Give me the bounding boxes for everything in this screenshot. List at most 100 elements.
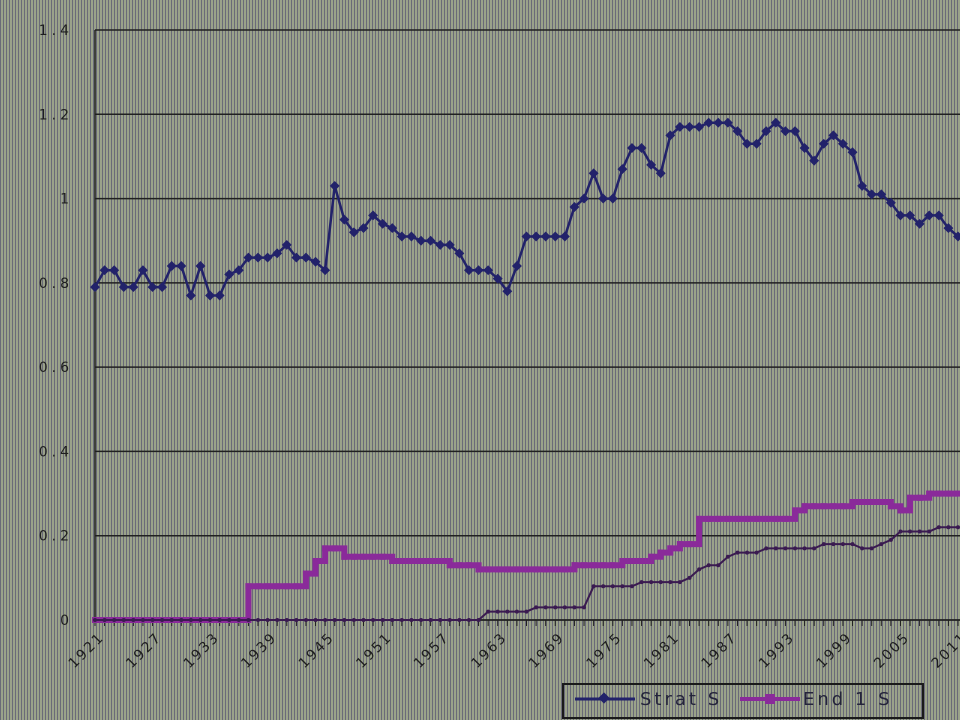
series-1-point-80 [859,499,866,505]
series-1-point-35 [427,558,434,564]
series-1-point-81 [868,499,875,505]
series-1-point-86 [916,494,923,501]
series-1-point-16 [245,583,252,590]
series-0-point-20 [281,239,292,250]
series-1-point-67 [734,515,741,522]
series-1-point-53 [600,562,607,569]
series-0-point-30 [377,218,388,229]
series-2-point-34 [419,618,424,622]
series-2-point-11 [198,618,203,622]
series-0-point-38 [454,248,465,259]
series-2-point-53 [601,584,606,589]
series-1-point-30 [379,553,386,560]
series-1-point-48 [552,566,559,573]
series-0-point-66 [722,117,733,128]
series-1-point-77 [830,503,837,510]
series-1-point-83 [887,503,894,510]
series-1-point-43 [504,566,511,573]
series-2-point-83 [888,537,893,542]
series-2-point-63 [697,567,702,572]
series-0-point-51 [579,193,589,204]
series-2-point-29 [371,618,376,622]
series-0-point-33 [406,231,417,242]
series-0-point-19 [272,248,283,259]
series-0-point-9 [176,261,187,271]
series-2-point-37 [447,618,452,622]
series-0-point-25 [329,180,340,191]
series-2-point-72 [783,546,788,551]
legend-marker-strat [598,692,610,704]
series-0-point-65 [713,117,724,128]
legend-label-strat: Strat S [640,689,722,710]
series-1-point-29 [370,553,377,560]
series-2-point-49 [562,605,567,610]
series-0-point-90 [953,231,960,242]
series-2-point-58 [649,580,654,585]
series-2-point-71 [773,546,778,551]
series-2-point-21 [294,618,299,622]
series-2-point-4 [131,618,136,622]
series-1-point-72 [782,515,789,522]
series-1-point-69 [753,515,760,522]
series-2-point-24 [323,618,328,622]
series-0-point-28 [358,223,369,234]
series-0-point-12 [205,290,216,301]
series-1-point-23 [312,558,319,564]
series-0-point-72 [780,126,791,137]
series-0 [90,117,960,301]
series-2-point-74 [802,546,807,551]
series-0-point-81 [866,189,877,200]
series-1-point-85 [907,494,914,501]
y-tick-label-7: 1.4 [39,23,73,39]
series-1-point-68 [744,515,751,522]
series-0-point-17 [253,252,263,263]
series-0-point-60 [665,130,676,141]
series-2-point-43 [505,609,510,614]
series-0-point-27 [348,227,359,238]
series-1-point-66 [724,515,731,522]
series-2-point-33 [409,618,414,622]
series-2-point-75 [812,546,817,551]
series-1-point-18 [264,583,271,590]
series-0-point-67 [732,126,743,137]
series-0-point-57 [636,143,647,153]
series-2-point-82 [879,542,884,547]
series-1-point-65 [715,515,722,522]
series-1-point-42 [494,566,501,573]
series-0-point-43 [502,286,513,297]
series-1-point-20 [283,583,290,590]
series-0-point-89 [943,223,954,234]
y-tick-label-5: 1 [60,192,73,208]
series-2-point-25 [332,618,337,622]
series-1-point-82 [878,499,885,505]
series-0-point-58 [646,159,657,170]
y-tick-label-3: 0.6 [39,360,73,376]
series-1-point-54 [609,562,616,569]
series-2-point-26 [342,618,347,622]
series-2-point-9 [179,618,184,622]
series-2-point-10 [188,618,193,622]
series-2-point-7 [160,618,165,622]
series-2-point-31 [390,618,395,622]
series-0-point-16 [243,252,254,263]
series-2-point-85 [908,529,913,534]
series-1-point-55 [619,558,626,564]
series-0-point-86 [914,218,925,229]
series-2-point-8 [169,618,174,622]
series-1-point-17 [255,583,262,590]
series-0-point-82 [876,189,887,200]
series-2-point-28 [361,618,366,622]
series-2-point-41 [486,609,491,614]
series-1-point-45 [523,566,530,573]
series-1-point-76 [820,503,827,510]
series-0-point-6 [147,282,158,293]
series-2-point-50 [572,605,577,610]
series-0-point-50 [569,202,580,212]
series-1-point-21 [293,583,300,590]
series-2-point-88 [936,525,941,530]
series-0-point-35 [425,235,436,246]
series-0-point-24 [320,265,331,276]
series-1-point-75 [811,503,818,510]
series-1-point-89 [945,490,952,497]
series-0-point-56 [627,143,637,153]
